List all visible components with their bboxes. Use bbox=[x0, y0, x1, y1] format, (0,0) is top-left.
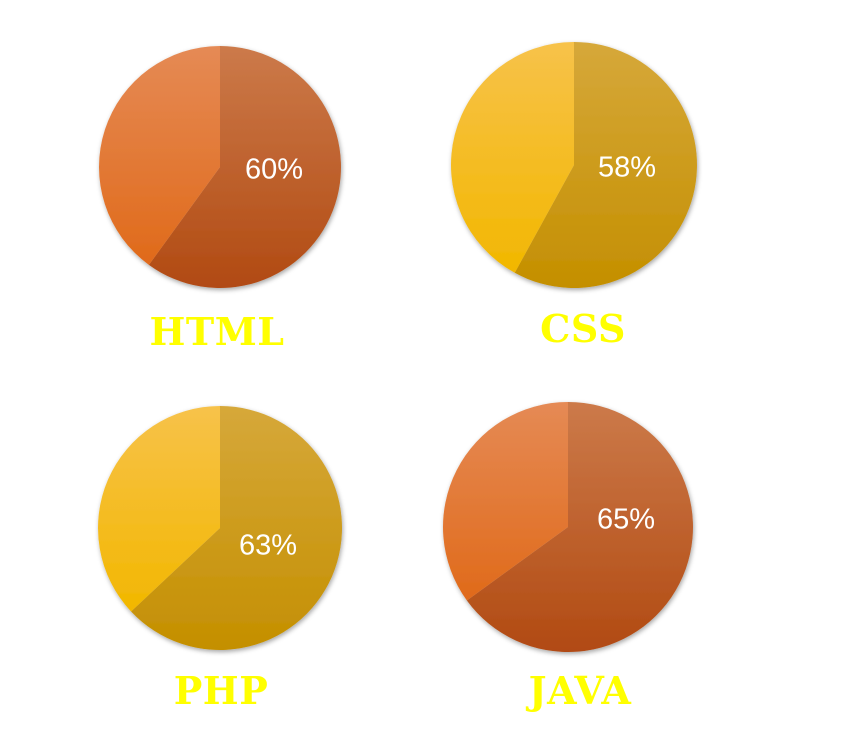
pie-chart-java: 65% JAVA bbox=[442, 402, 693, 713]
pie-slice-html-value bbox=[148, 46, 342, 288]
pie-slice-css-remainder bbox=[450, 41, 574, 273]
pie-value-label-css: 58% bbox=[598, 152, 656, 184]
pie-chart-css: 58% CSS bbox=[450, 41, 697, 351]
pie-slice-php-value bbox=[131, 406, 343, 650]
pie-chart-php: 63% PHP bbox=[98, 406, 343, 713]
pie-value-label-java: 65% bbox=[597, 504, 655, 536]
skill-title-php: PHP bbox=[174, 668, 269, 713]
skill-title-html: HTML bbox=[150, 309, 285, 354]
pie-chart-html: 60% HTML bbox=[99, 46, 342, 354]
skill-title-css: CSS bbox=[540, 306, 626, 351]
pie-slice-java-value bbox=[466, 402, 693, 652]
pie-slice-css-value bbox=[514, 42, 697, 288]
pie-slice-php-remainder bbox=[98, 406, 220, 612]
pie-value-label-html: 60% bbox=[245, 154, 303, 186]
pie-value-label-php: 63% bbox=[239, 530, 297, 562]
pie-slice-java-remainder bbox=[442, 402, 568, 601]
skill-title-java: JAVA bbox=[526, 668, 632, 713]
pie-slice-html-remainder bbox=[99, 46, 220, 265]
